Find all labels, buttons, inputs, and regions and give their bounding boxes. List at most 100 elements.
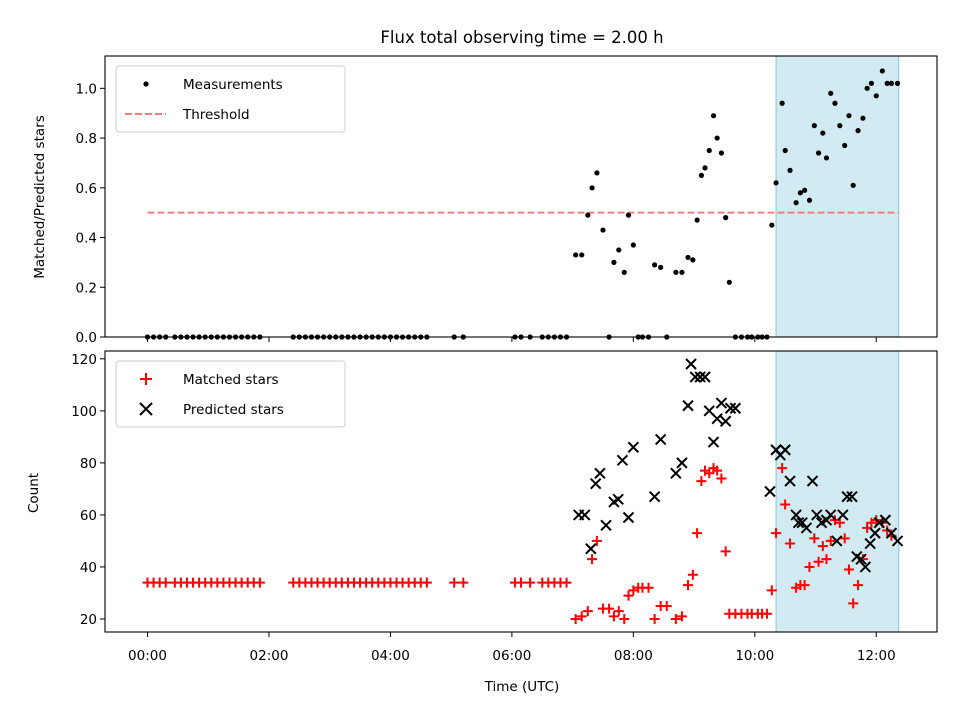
- legend-box: [115, 65, 346, 133]
- predicted-star-point: [764, 485, 776, 498]
- predicted-star-point: [855, 553, 867, 565]
- predicted-star-point: [891, 535, 904, 547]
- y-tick-label: 120: [71, 352, 97, 368]
- matched-star-point: [813, 556, 824, 567]
- predicted-star-point: [811, 509, 823, 521]
- predicted-star-point: [885, 527, 898, 539]
- predicted-star-point: [594, 467, 606, 479]
- predicted-star-point: [806, 475, 819, 487]
- matched-star-point: [458, 577, 469, 588]
- predicted-star-point: [859, 561, 872, 573]
- predicted-star-point: [622, 511, 635, 524]
- x-tick-label: 10:00: [735, 648, 774, 664]
- matched-star-point: [576, 611, 587, 622]
- matched-star-point: [587, 554, 598, 565]
- measurement-point: [573, 252, 579, 258]
- y-tick-label: 0.2: [76, 280, 97, 296]
- measurement-point: [714, 135, 720, 141]
- predicted-star-point: [579, 509, 591, 521]
- legend: Matched stars Predicted stars: [115, 360, 346, 428]
- measurement-point: [600, 227, 606, 233]
- matched-star-point: [704, 468, 715, 479]
- measurement-point: [793, 200, 799, 206]
- measurement-point: [621, 269, 627, 275]
- x-axis-label: Time (UTC): [484, 679, 560, 695]
- predicted-star-point: [699, 371, 711, 383]
- measurement-point: [811, 123, 817, 129]
- measurement-point: [723, 215, 729, 221]
- predicted-star-point: [790, 509, 802, 521]
- measurement-point: [616, 247, 622, 253]
- measurement-point: [850, 182, 856, 188]
- matched-star-point: [591, 535, 602, 546]
- measurement-point: [832, 100, 838, 106]
- legend-label: Matched stars: [183, 372, 279, 388]
- legend-label: Threshold: [182, 107, 250, 123]
- matched-star-point: [570, 613, 581, 624]
- axes-frame: [104, 350, 938, 633]
- y-tick-label: 0.4: [76, 231, 97, 247]
- y-tick-label: 100: [71, 404, 97, 420]
- matched-star-point: [561, 577, 572, 588]
- predicted-star-point: [879, 514, 892, 526]
- matched-star-point: [643, 582, 654, 593]
- y-tick-label: 60: [80, 508, 97, 524]
- matched-star-point: [449, 577, 460, 588]
- matched-star-point: [761, 608, 772, 619]
- predicted-star-point: [831, 535, 843, 547]
- predicted-star-point: [864, 537, 876, 550]
- matched-star-point: [712, 465, 723, 476]
- measurement-point: [694, 217, 700, 223]
- matched-star-point: [160, 577, 171, 588]
- predicted-star-point: [682, 399, 694, 412]
- predicted-star-point: [616, 454, 629, 466]
- matched-star-point: [619, 613, 630, 624]
- predicted-star-point: [729, 402, 742, 414]
- matched-star-point: [809, 533, 820, 544]
- matched-star-point: [853, 580, 864, 591]
- predicted-star-point: [724, 402, 737, 414]
- matched-star-point: [843, 564, 854, 575]
- measurement-point: [690, 257, 696, 263]
- measurement-point: [658, 264, 664, 270]
- measurement-point: [868, 80, 875, 86]
- matched-star-point: [716, 473, 727, 484]
- measurement-point: [625, 212, 632, 218]
- matched-star-point: [254, 577, 265, 588]
- matched-star-point: [780, 499, 791, 510]
- matched-star-point: [771, 528, 782, 539]
- matched-star-point: [834, 517, 845, 528]
- measurement-point: [673, 269, 679, 275]
- y-tick-label: 40: [80, 560, 97, 576]
- highlight-span: [775, 350, 900, 633]
- predicted-star-point: [873, 517, 886, 529]
- predicted-star-point: [837, 509, 849, 521]
- measurement-point: [842, 142, 848, 149]
- predicted-star-point: [779, 444, 791, 456]
- predicted-star-point: [715, 397, 728, 409]
- measurement-point: [710, 113, 717, 119]
- top-y-axis-label: Matched/Predicted stars: [32, 115, 48, 278]
- matched-star-point: [683, 580, 694, 591]
- matched-star-point: [696, 476, 707, 487]
- predicted-star-point: [792, 517, 805, 529]
- predicted-star-point: [869, 527, 881, 539]
- measurement-point: [860, 115, 866, 121]
- measurement-point: [815, 150, 822, 156]
- x-tick-label: 00:00: [128, 648, 167, 664]
- y-tick-label: 20: [80, 612, 97, 628]
- predicted-star-point: [841, 490, 853, 503]
- ratio-panel: 0.0 0.2 0.4 0.6 0.8 1.0 Measurements Threshold: [76, 55, 938, 346]
- count-panel: 20 40 60 80 100 120 00:00 02:00 04:00 06:00 08:00 1…: [71, 350, 938, 664]
- measurement-point: [855, 128, 861, 134]
- legend-label: Predicted stars: [183, 402, 284, 418]
- measurement-point: [718, 150, 725, 156]
- axes-frame: [104, 55, 938, 338]
- predicted-star-point: [589, 477, 602, 490]
- measurement-point: [864, 85, 870, 91]
- measurement-point: [579, 252, 585, 258]
- measurement-point: [879, 68, 885, 74]
- measurement-point: [630, 242, 636, 248]
- measurement-point: [884, 80, 890, 86]
